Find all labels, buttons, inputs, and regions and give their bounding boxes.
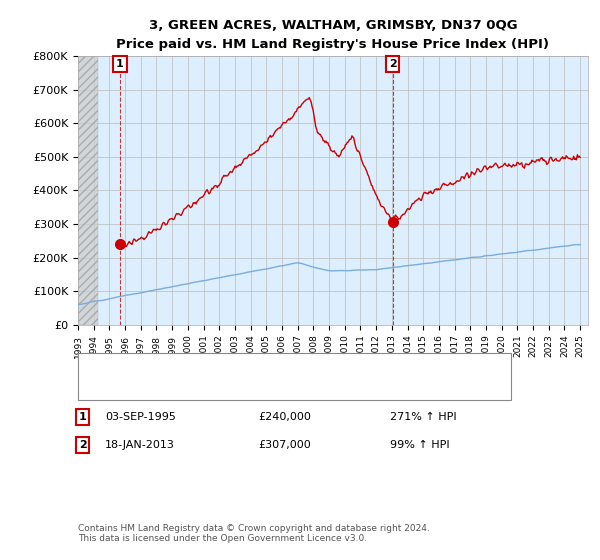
Text: 271% ↑ HPI: 271% ↑ HPI [390, 412, 457, 422]
Text: 1: 1 [79, 412, 86, 422]
Title: 3, GREEN ACRES, WALTHAM, GRIMSBY, DN37 0QG
Price paid vs. HM Land Registry's Hou: 3, GREEN ACRES, WALTHAM, GRIMSBY, DN37 0… [116, 18, 550, 50]
Text: 03-SEP-1995: 03-SEP-1995 [105, 412, 176, 422]
Text: £240,000: £240,000 [258, 412, 311, 422]
Text: Contains HM Land Registry data © Crown copyright and database right 2024.
This d: Contains HM Land Registry data © Crown c… [78, 524, 430, 543]
Text: 18-JAN-2013: 18-JAN-2013 [105, 440, 175, 450]
Text: HPI: Average price, detached house, North East Lincolnshire: HPI: Average price, detached house, Nort… [111, 382, 425, 392]
Text: 3, GREEN ACRES, WALTHAM, GRIMSBY, DN37 0QG (detached house): 3, GREEN ACRES, WALTHAM, GRIMSBY, DN37 0… [111, 361, 466, 371]
Text: 1: 1 [116, 59, 124, 69]
Text: 2: 2 [389, 59, 397, 69]
Text: £307,000: £307,000 [258, 440, 311, 450]
Text: 2: 2 [79, 440, 86, 450]
Text: 99% ↑ HPI: 99% ↑ HPI [390, 440, 449, 450]
Bar [78, 56, 98, 325]
